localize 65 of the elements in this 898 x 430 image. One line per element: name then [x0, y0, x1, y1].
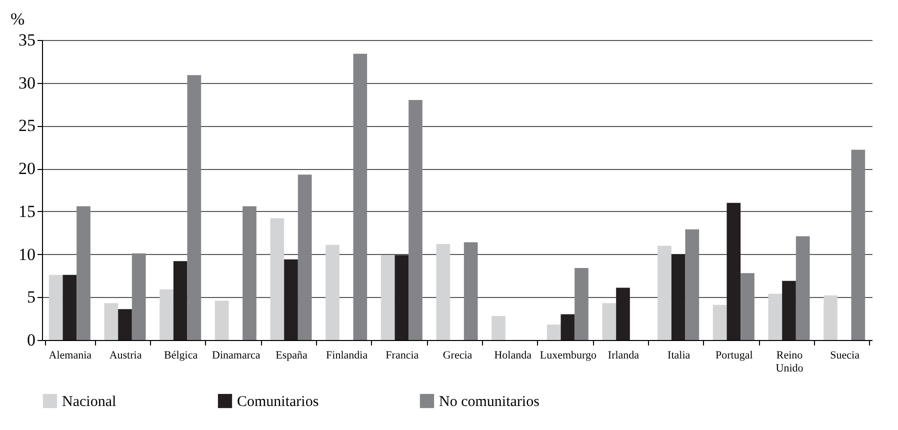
- bar: [187, 75, 202, 340]
- bar: [48, 274, 63, 340]
- bar: [574, 268, 588, 340]
- bar: [824, 295, 838, 340]
- x-tick-label: Francia: [386, 350, 419, 362]
- x-tick-label: Luxemburgo: [540, 350, 597, 362]
- bar: [353, 54, 368, 340]
- legend-label: Comunitarios: [237, 394, 319, 410]
- bar: [394, 255, 409, 340]
- x-tick-label: Suecia: [830, 350, 860, 362]
- bar: [132, 253, 146, 340]
- legend-label: No comunitarios: [439, 394, 540, 410]
- y-tick-label: 30: [18, 73, 36, 92]
- y-tick-label: 35: [18, 30, 36, 50]
- bar: [436, 244, 450, 340]
- x-tick-label: Portugal: [716, 350, 753, 362]
- y-tick-label: 10: [18, 244, 36, 264]
- bar: [160, 289, 174, 340]
- x-tick-label: Grecia: [442, 350, 472, 362]
- bar: [671, 254, 686, 340]
- bar: [104, 303, 118, 340]
- bar: [76, 206, 90, 340]
- bar: [298, 174, 312, 340]
- y-tick-label: 0: [27, 330, 36, 350]
- x-tick-label: Irlanda: [608, 350, 640, 362]
- x-tick-label: Italia: [668, 350, 690, 362]
- bar: [546, 324, 561, 340]
- legend-label: Nacional: [62, 394, 116, 410]
- y-tick-label: 25: [18, 116, 36, 136]
- bar: [408, 100, 422, 340]
- y-tick-label: 20: [18, 159, 36, 178]
- bar: [492, 316, 506, 340]
- bar: [242, 206, 256, 340]
- bar: [62, 274, 77, 340]
- bar: [464, 242, 478, 340]
- bar: [796, 236, 810, 340]
- bar: [616, 288, 630, 340]
- y-tick-label: 5: [27, 288, 36, 307]
- x-tick-label: Austria: [109, 350, 142, 362]
- bar: [658, 246, 672, 340]
- bar: [851, 150, 866, 340]
- bar: [118, 309, 132, 340]
- bar: [726, 202, 741, 340]
- bar: [602, 303, 616, 340]
- x-tick-label: Reino Unido: [776, 350, 804, 374]
- bar: [768, 294, 782, 340]
- y-tick-label: 15: [18, 202, 36, 221]
- bar: [712, 304, 727, 340]
- x-tick-label: Alemania: [48, 350, 92, 362]
- bar: [560, 314, 575, 340]
- bar: [270, 218, 284, 340]
- bar: [326, 244, 340, 340]
- bar: [380, 255, 395, 340]
- bar: [685, 229, 700, 340]
- bar: [173, 261, 188, 340]
- bar: [782, 280, 796, 340]
- x-tick-label: Bélgica: [164, 350, 198, 362]
- bar: [284, 259, 298, 340]
- y-axis-title: %: [10, 10, 25, 28]
- x-tick-label: España: [276, 350, 308, 362]
- x-tick-label: Finlandia: [326, 350, 368, 362]
- bar: [740, 273, 754, 340]
- x-tick-label: Holanda: [494, 350, 532, 362]
- x-tick-label: Dinamarca: [212, 350, 260, 362]
- bar: [214, 300, 229, 340]
